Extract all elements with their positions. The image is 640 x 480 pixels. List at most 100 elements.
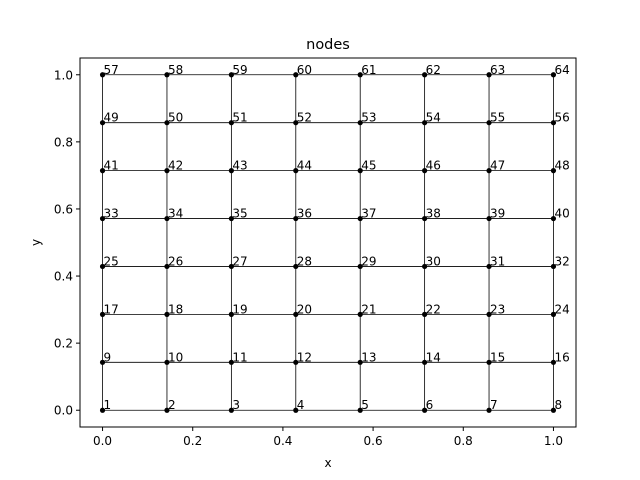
node-label: 15 — [490, 350, 505, 364]
node-label: 29 — [361, 254, 376, 268]
node-point — [293, 311, 299, 317]
node-label: 37 — [361, 207, 376, 221]
node-label: 2 — [168, 398, 176, 412]
y-tick-label: 1.0 — [54, 68, 73, 82]
node-point — [164, 215, 170, 222]
node-point — [422, 168, 428, 174]
node-point — [486, 263, 492, 270]
node-point — [164, 407, 170, 413]
node-point — [164, 72, 170, 78]
node-label: 18 — [168, 302, 183, 316]
node-label: 16 — [554, 350, 569, 364]
node-point — [228, 263, 234, 270]
node-point — [422, 72, 428, 78]
node-label: 38 — [426, 207, 441, 221]
node-label: 31 — [490, 254, 505, 268]
node-point — [357, 407, 363, 413]
mesh-edges — [102, 74, 554, 411]
node-point — [486, 407, 492, 413]
node-point — [486, 120, 492, 126]
node-label: 60 — [297, 63, 312, 77]
node-point — [164, 168, 170, 174]
node-point — [357, 72, 363, 78]
node-label: 34 — [168, 207, 183, 221]
x-tick-label: 0.6 — [364, 434, 383, 448]
node-label: 62 — [426, 63, 441, 77]
node-label: 11 — [232, 350, 247, 364]
node-point — [486, 72, 492, 78]
y-tick-label: 0.8 — [54, 135, 73, 149]
node-label: 41 — [104, 159, 119, 173]
node-label: 17 — [104, 302, 119, 316]
node-point — [99, 215, 106, 222]
node-point — [357, 215, 363, 222]
node-point — [550, 168, 557, 174]
node-label: 58 — [168, 63, 183, 77]
node-label: 43 — [232, 159, 247, 173]
x-axis-ticks: 0.0 0.2 0.4 0.6 0.8 1.0 — [93, 427, 563, 448]
node-label: 42 — [168, 159, 183, 173]
node-label: 25 — [104, 254, 119, 268]
node-label: 45 — [361, 159, 376, 173]
node-label: 64 — [554, 63, 569, 77]
node-point — [422, 359, 428, 365]
node-point — [357, 359, 363, 365]
node-point — [293, 120, 299, 126]
node-point — [422, 215, 428, 222]
x-tick-label: 0.4 — [273, 434, 292, 448]
node-point — [293, 359, 299, 365]
node-point — [422, 263, 428, 270]
node-point — [228, 407, 234, 413]
node-label: 20 — [297, 302, 312, 316]
node-point — [550, 215, 557, 222]
node-label: 5 — [361, 398, 369, 412]
node-point — [228, 215, 234, 222]
x-axis-label: x — [324, 456, 331, 470]
node-label: 6 — [426, 398, 434, 412]
x-tick-label: 0.8 — [454, 434, 473, 448]
node-point — [164, 359, 170, 365]
node-point — [228, 72, 234, 78]
node-label: 9 — [104, 350, 112, 364]
node-point — [550, 263, 557, 270]
node-point — [164, 120, 170, 126]
node-point — [99, 407, 106, 413]
node-label: 10 — [168, 350, 183, 364]
node-point — [486, 168, 492, 174]
node-label: 44 — [297, 159, 312, 173]
node-point — [422, 407, 428, 413]
node-label: 57 — [104, 63, 119, 77]
node-point — [99, 359, 106, 365]
y-tick-label: 0.0 — [54, 404, 73, 418]
node-label: 7 — [490, 398, 498, 412]
node-label: 1 — [104, 398, 112, 412]
node-point — [99, 120, 106, 126]
node-label: 21 — [361, 302, 376, 316]
node-label: 46 — [426, 159, 441, 173]
node-point — [99, 311, 106, 317]
node-point — [357, 311, 363, 317]
y-axis-label: y — [29, 239, 43, 246]
node-label: 40 — [554, 207, 569, 221]
node-label: 59 — [232, 63, 247, 77]
x-tick-label: 0.0 — [93, 434, 112, 448]
node-label: 3 — [232, 398, 240, 412]
node-point — [228, 168, 234, 174]
node-point — [293, 407, 299, 413]
node-point — [228, 120, 234, 126]
chart-title: nodes — [306, 37, 350, 53]
x-tick-label: 0.2 — [183, 434, 202, 448]
node-point — [99, 168, 106, 174]
node-label: 51 — [232, 111, 247, 125]
node-label: 56 — [554, 111, 569, 125]
node-point — [99, 72, 106, 78]
node-point — [486, 359, 492, 365]
node-label: 47 — [490, 159, 505, 173]
node-point — [357, 168, 363, 174]
mesh-nodes — [99, 72, 557, 413]
node-point — [550, 72, 557, 78]
node-label: 8 — [554, 398, 562, 412]
